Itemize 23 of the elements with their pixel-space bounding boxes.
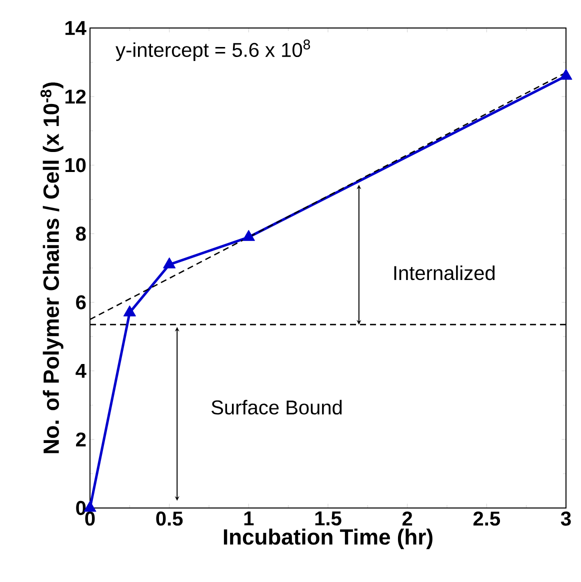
y-tick-label: 12 bbox=[65, 90, 86, 104]
point bbox=[123, 305, 136, 316]
y-tick-label: 6 bbox=[76, 295, 86, 310]
x-tick-label: 3 bbox=[560, 512, 571, 526]
annotation: Internalized bbox=[394, 265, 495, 280]
y-tick-label: 14 bbox=[65, 21, 86, 35]
point bbox=[242, 230, 255, 241]
y-tick-label: 10 bbox=[65, 158, 86, 172]
annotation: y-intercept = 5.6 x 10$^{8}$ bbox=[116, 40, 310, 61]
x-tick-label: 2.5 bbox=[473, 512, 500, 526]
y-tick-label: 4 bbox=[76, 364, 86, 378]
annotation: Surface Bound bbox=[212, 400, 342, 415]
point bbox=[163, 257, 176, 268]
y-tick-label: 0 bbox=[76, 500, 86, 516]
x-axis-title: Incubation Time (hr) bbox=[224, 528, 432, 550]
x-tick-label: 1.5 bbox=[315, 512, 342, 526]
x-tick-label: 1 bbox=[244, 512, 254, 526]
point bbox=[560, 68, 572, 80]
y-axis-title: No. of Polymer Chains / Cell (x 10$^{-8}$) bbox=[40, 82, 64, 454]
y-tick-label: 8 bbox=[76, 226, 86, 241]
y-tick-label: 2 bbox=[76, 432, 86, 446]
x-tick-label: 0.5 bbox=[156, 512, 183, 526]
x-tick-label: 2 bbox=[402, 512, 412, 526]
